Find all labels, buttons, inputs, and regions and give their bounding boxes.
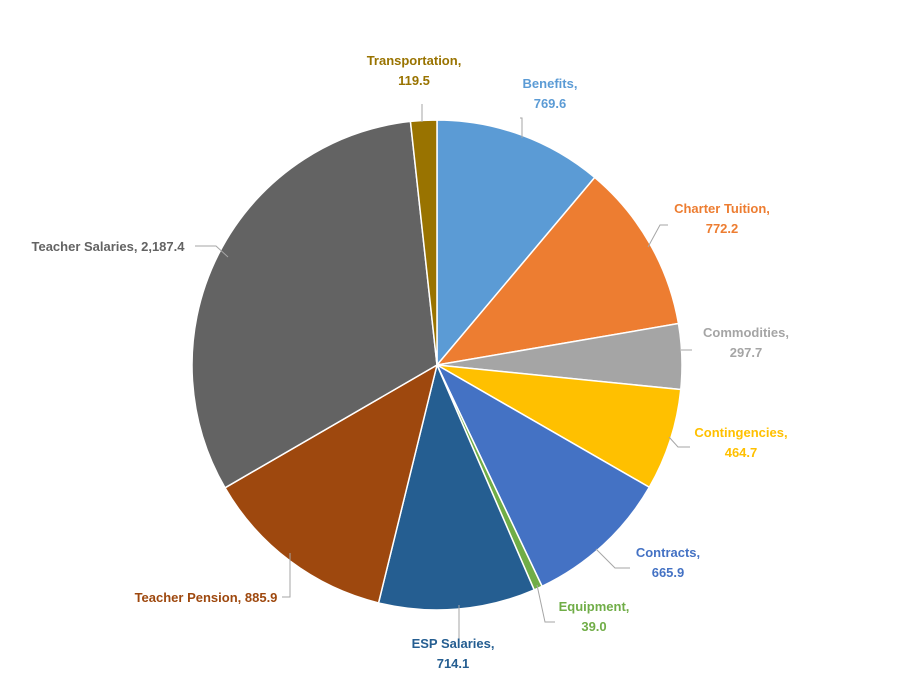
data-label-equipment: Equipment, 39.0 (559, 599, 630, 634)
leader-line-equipment (536, 584, 555, 623)
data-label-charter-tuition: Charter Tuition, 772.2 (674, 201, 770, 236)
data-label-teacher-pension: Teacher Pension, 885.9 (135, 590, 278, 605)
pie-slice-charter-tuition (436, 176, 680, 366)
data-label-contracts: Contracts, 665.9 (636, 545, 700, 580)
leader-line-contracts (595, 548, 630, 569)
data-label-category: Contracts, (636, 545, 700, 560)
data-label-category: Commodities, (703, 325, 789, 340)
leader-line-teacher-pension (282, 553, 291, 598)
pie-slice-transportation (409, 119, 438, 366)
leader-line-benefits (520, 117, 523, 138)
data-label-value: 464.7 (725, 445, 758, 460)
data-label-value: 297.7 (730, 345, 763, 360)
data-label-benefits: Benefits, 769.6 (523, 76, 578, 111)
data-label-category: Contingencies, (694, 425, 787, 440)
data-label-esp-salaries: ESP Salaries, 714.1 (412, 636, 495, 671)
data-label-contingencies: Contingencies, 464.7 (694, 425, 787, 460)
data-label-category: Transportation, (367, 53, 462, 68)
leader-line-charter-tuition (647, 224, 668, 248)
data-label-category: Charter Tuition, (674, 201, 770, 216)
data-label-value: 665.9 (652, 565, 685, 580)
data-label-value: 714.1 (437, 656, 470, 671)
pie-slice-benefits (436, 119, 596, 366)
leader-lines-layer (195, 104, 692, 640)
data-label-category: Equipment, (559, 599, 630, 614)
pie-slice-esp-salaries (377, 364, 535, 611)
pie-slice-teacher-salaries (191, 120, 438, 489)
data-label-category: ESP Salaries, (412, 636, 495, 651)
leader-line-contingencies (668, 436, 690, 448)
data-label-transportation: Transportation, 119.5 (367, 53, 462, 88)
slices-layer (191, 119, 683, 611)
data-label-value: 772.2 (706, 221, 739, 236)
data-label-value: 769.6 (534, 96, 567, 111)
labels-layer: Benefits, 769.6 Charter Tuition, 772.2 Commo… (32, 53, 789, 671)
data-label-teacher-salaries: Teacher Salaries, 2,187.4 (32, 239, 186, 254)
data-label-value: 119.5 (398, 73, 430, 88)
data-label-commodities: Commodities, 297.7 (703, 325, 789, 360)
pie-slice-contracts (436, 364, 651, 588)
leader-line-teacher-salaries (195, 245, 229, 258)
data-label-category: Benefits, (523, 76, 578, 91)
data-label-value: 39.0 (581, 619, 606, 634)
